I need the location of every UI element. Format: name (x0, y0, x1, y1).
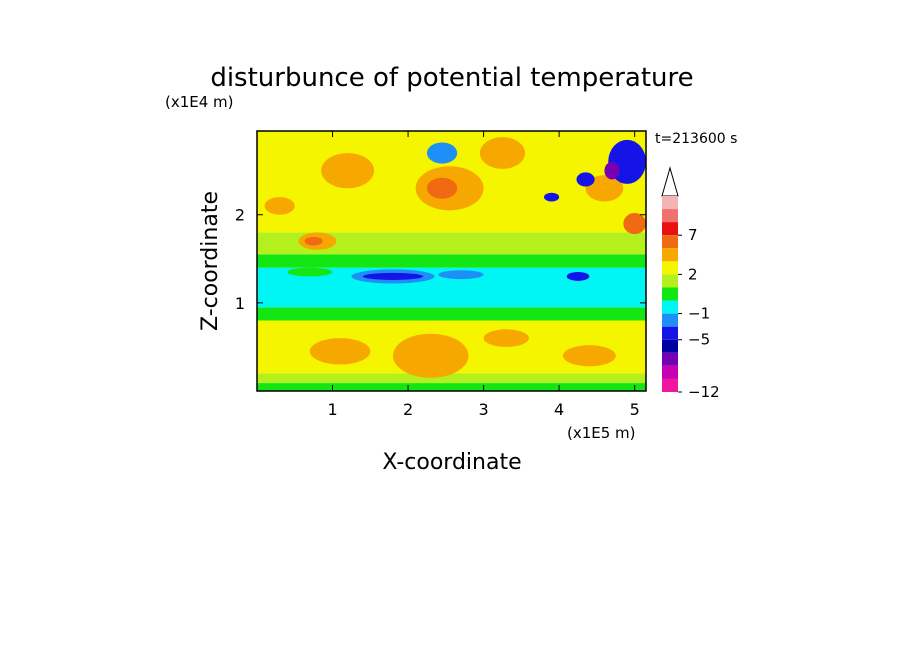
contour-blob-18 (544, 192, 560, 202)
y-tick-label: 1 (235, 294, 245, 313)
x-scale-label: (x1E5 m) (567, 424, 636, 442)
x-tick-label: 1 (327, 400, 337, 419)
colorbar-swatch (662, 222, 678, 236)
contour-blob-10 (362, 272, 424, 280)
contour-blob-1 (426, 177, 458, 199)
contour-blob-6 (479, 137, 526, 169)
contour-blob-4 (304, 236, 323, 246)
x-axis: 1 2 3 4 5 (327, 131, 640, 419)
colorbar-arrow (661, 166, 679, 197)
contour-blob-15 (576, 172, 595, 187)
contour-blob-17 (604, 161, 620, 180)
colorbar-swatch (662, 313, 678, 327)
contour-blob-21 (562, 345, 616, 367)
contour-blob-5 (264, 197, 295, 215)
contour-blob-20 (309, 338, 371, 365)
contour-band-6 (257, 232, 646, 255)
colorbar-swatch (662, 365, 678, 379)
contour-blob-12 (566, 272, 590, 281)
colorbar-label: −12 (688, 383, 720, 401)
colorbar-label: 2 (688, 265, 698, 283)
contour-band-0 (257, 383, 646, 391)
contour-blob-2 (321, 153, 375, 189)
colorbar-swatch (662, 196, 678, 210)
colorbar-swatch (662, 274, 678, 288)
chart-title: disturbunce of potential temperature (210, 63, 693, 93)
colorbar-swatch (662, 235, 678, 249)
contour-band-5 (257, 254, 646, 268)
colorbar-swatch (662, 339, 678, 353)
contour-blob-8 (623, 212, 646, 235)
contour-blob-13 (287, 267, 333, 277)
colorbar-swatch (662, 352, 678, 366)
colorbar-label: −5 (688, 331, 710, 349)
y-scale-label: (x1E4 m) (165, 93, 234, 111)
y-tick-label: 2 (235, 206, 245, 225)
contour-blob-7 (585, 175, 624, 202)
x-tick-label: 5 (630, 400, 640, 419)
contour-blob-19 (392, 333, 469, 378)
contour-band-3 (257, 307, 646, 321)
y-axis: 12 (235, 206, 646, 313)
x-tick-label: 4 (554, 400, 564, 419)
contour-band-1 (257, 373, 646, 384)
colorbar-swatch (662, 248, 678, 262)
contour-blob-11 (438, 270, 484, 280)
x-tick-label: 2 (403, 400, 413, 419)
colorbar-swatch (662, 378, 678, 392)
plot-area (256, 130, 647, 392)
x-tick-label: 3 (479, 400, 489, 419)
colorbar: 7 2 −1 −5 −12 (661, 166, 720, 401)
contour-blob-22 (483, 329, 529, 347)
plot-frame (256, 130, 647, 392)
colorbar-label: 7 (688, 226, 698, 244)
time-label: t=213600 s (655, 131, 737, 147)
x-axis-label: X-coordinate (382, 450, 521, 475)
colorbar-label: −1 (688, 305, 710, 323)
colorbar-swatch (662, 300, 678, 314)
colorbar-swatch (662, 287, 678, 301)
colorbar-swatch (662, 326, 678, 340)
colorbar-swatch (662, 261, 678, 275)
y-axis-label: Z-coordinate (198, 191, 223, 331)
colorbar-swatch (662, 209, 678, 223)
contour-blob-14 (426, 142, 458, 164)
